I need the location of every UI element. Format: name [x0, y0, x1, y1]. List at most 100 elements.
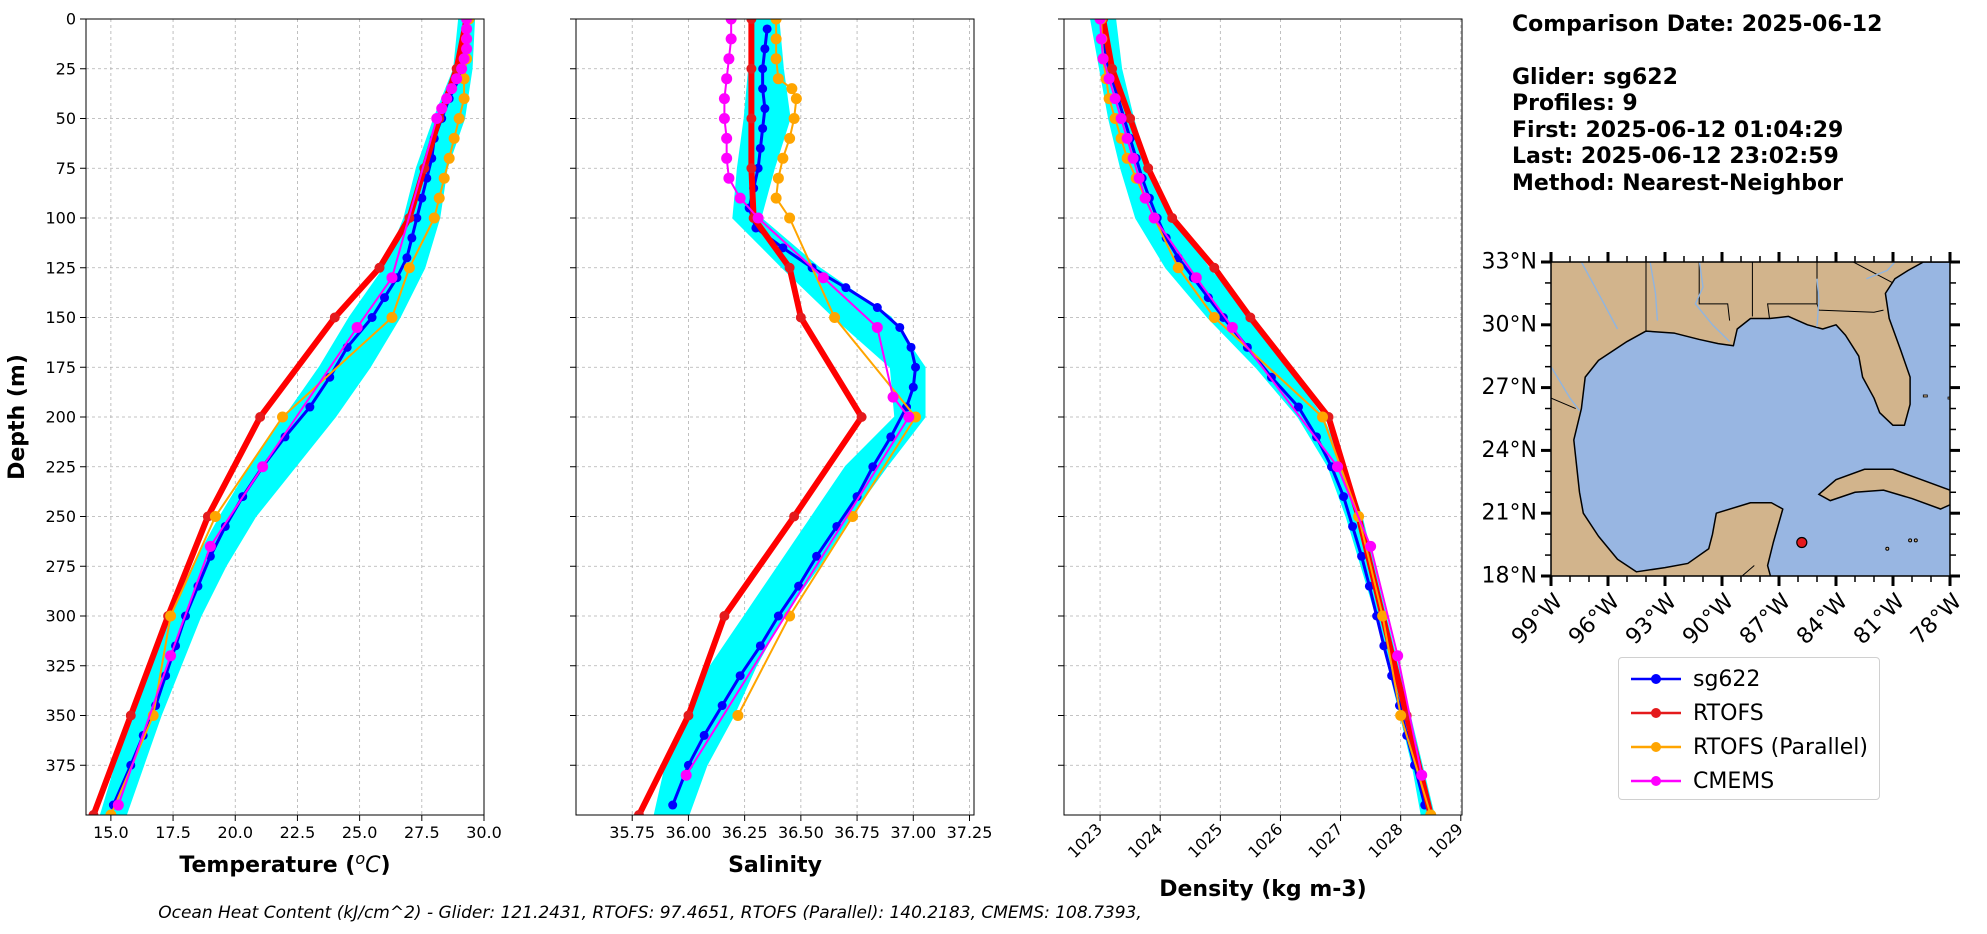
data-point — [1339, 492, 1349, 502]
river — [1551, 366, 1581, 412]
data-point — [1107, 63, 1118, 74]
data-point — [788, 113, 800, 124]
y-tick-label: 0 — [66, 10, 76, 29]
data-point — [1425, 809, 1437, 815]
data-point — [436, 103, 448, 115]
data-point — [725, 33, 737, 45]
data-point — [1103, 73, 1115, 85]
series-cmems — [112, 19, 473, 811]
data-point — [795, 312, 806, 323]
data-point — [380, 293, 389, 303]
data-point — [448, 132, 460, 144]
data-point — [758, 123, 768, 133]
series-cmems — [1094, 19, 1428, 781]
x-tick-label: 20.0 — [217, 823, 253, 842]
data-point — [903, 411, 915, 423]
data-point — [461, 19, 473, 25]
data-point — [202, 511, 213, 522]
x-tick-label: 36.00 — [666, 823, 712, 842]
data-point — [1139, 192, 1151, 204]
map-area — [1551, 262, 1950, 576]
plot-area — [88, 19, 476, 815]
series-line — [1100, 19, 1434, 815]
data-point — [772, 73, 784, 85]
interpolation-method: Method: Nearest-Neighbor — [1512, 170, 1843, 196]
series-rtofs-parallel- — [1095, 19, 1437, 815]
data-point — [204, 540, 216, 552]
lon-label: 84°W — [1792, 589, 1853, 650]
temperature-panel: 15.0 17.5 20.0 22.5 25.0 27.5 30.0 0 25 50 75 100 12… — [5, 10, 502, 879]
legend-item-rtofs-parallel: RTOFS (Parallel) — [1629, 732, 1868, 762]
data-point — [403, 262, 415, 274]
data-point — [386, 272, 398, 284]
data-point — [895, 322, 905, 332]
data-point — [789, 511, 800, 522]
data-point — [1115, 113, 1127, 124]
data-point — [723, 172, 735, 184]
data-point — [443, 152, 455, 164]
country-border — [1741, 565, 1755, 576]
data-point — [717, 701, 727, 711]
density-panel: 1023 1024 1025 1026 1027 1028 1029 Density (kg … — [1058, 18, 1467, 902]
data-point — [755, 143, 765, 153]
data-point — [812, 551, 822, 561]
y-tick-label: 375 — [45, 756, 76, 775]
y-tick-label: 300 — [45, 607, 76, 626]
data-point — [719, 611, 730, 621]
series-line — [1101, 19, 1427, 807]
data-point — [887, 391, 899, 403]
river — [1580, 262, 1619, 330]
comparison-info: Comparison Date: 2025-06-12 Glider: sg62… — [1512, 12, 1882, 197]
data-point — [461, 23, 473, 35]
series-line — [635, 19, 865, 815]
gulf-water — [1573, 262, 1950, 576]
data-point — [1167, 213, 1178, 223]
data-point — [817, 272, 829, 284]
data-point — [1379, 641, 1389, 651]
state-border — [1551, 397, 1576, 409]
data-point — [1097, 53, 1109, 65]
data-point — [1121, 132, 1133, 144]
data-point — [871, 321, 883, 333]
data-point — [772, 172, 784, 184]
data-point — [1209, 262, 1220, 273]
data-point — [829, 312, 841, 323]
data-point — [438, 172, 450, 184]
data-point — [1148, 212, 1160, 224]
data-point — [784, 132, 796, 144]
data-point — [760, 104, 770, 114]
data-point — [746, 113, 757, 124]
glider-name: Glider: sg622 — [1512, 64, 1678, 90]
data-point — [746, 19, 757, 24]
x-tick-label: 1029 — [1425, 820, 1467, 862]
data-point — [458, 53, 470, 65]
plot-area — [1090, 19, 1437, 815]
x-tick-label: 1028 — [1364, 820, 1406, 862]
data-point — [105, 809, 117, 815]
data-point — [1364, 581, 1374, 591]
data-point — [734, 192, 746, 204]
data-point — [1143, 163, 1154, 174]
lon-label: 96°W — [1564, 589, 1625, 650]
data-point — [755, 641, 765, 651]
data-point — [1125, 113, 1136, 124]
data-point — [786, 83, 798, 95]
data-point — [790, 93, 802, 105]
data-point — [753, 163, 763, 173]
legend-label: RTOFS (Parallel) — [1693, 734, 1868, 760]
y-axis-label: Depth (m) — [5, 354, 30, 480]
lat-label: 18°N — [1482, 564, 1537, 589]
data-point — [683, 710, 694, 721]
data-point — [746, 63, 757, 74]
data-point — [770, 53, 782, 65]
data-point — [255, 412, 266, 422]
data-point — [746, 163, 757, 174]
y-tick-label: 150 — [45, 308, 76, 327]
legend-label: RTOFS — [1693, 700, 1764, 726]
data-point — [165, 650, 177, 662]
x-tick-label: 36.25 — [722, 823, 768, 842]
y-tick-label: 125 — [45, 258, 76, 277]
state-border — [1852, 262, 1894, 284]
cuba — [1817, 468, 1950, 510]
data-point — [1293, 402, 1303, 412]
